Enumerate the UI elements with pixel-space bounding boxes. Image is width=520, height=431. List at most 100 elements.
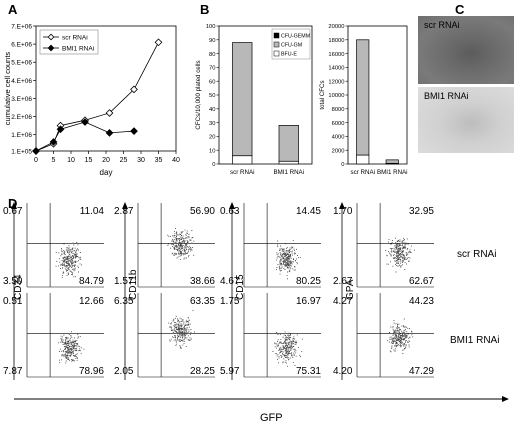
flow-plot: 0.63 14.45 4.67 80.25 (220, 203, 321, 288)
legend-swatch (273, 32, 280, 39)
quadrant-value-lr: 80.25 (296, 276, 321, 287)
event-dots (275, 239, 301, 280)
quadrant-value-lr: 75.31 (296, 366, 321, 377)
quadrant-value-ur: 14.45 (296, 206, 321, 217)
x-tick-label: 35 (155, 157, 163, 164)
arrow-head (502, 396, 509, 402)
y-tick-label: 14000 (328, 66, 344, 72)
quadrant-value-ul: 0.67 (3, 206, 23, 217)
quadrant-value-lr: 84.79 (79, 276, 104, 287)
quadrant-value-ul: 1.75 (220, 296, 240, 307)
legend-label: BMI1 RNAi (62, 46, 94, 53)
micrograph-label: BMI1 RNAi (424, 91, 469, 101)
legend-marker (47, 44, 55, 52)
marker-label-cd15: CD15 (235, 274, 246, 300)
y-tick-label: 70 (209, 66, 215, 72)
panel-label-d: D (8, 196, 18, 211)
x-tick-label: 30 (137, 157, 145, 164)
legend-swatch (273, 41, 280, 48)
flow-cytometry-grid: 0.67 11.04 3.50 84.79 2.87 56.90 1.57 38.66 0.63… (3, 202, 509, 402)
quadrant-value-lr: 78.96 (79, 366, 104, 377)
y-tick-label: 20000 (328, 24, 344, 30)
y-tick-label: 2000 (332, 148, 345, 154)
y-axis-title: total CFCs (319, 80, 326, 109)
y-tick-label: 7.E+06 (11, 24, 32, 31)
event-dots (387, 318, 414, 355)
x-tick-label: 25 (120, 157, 128, 164)
micrograph-bmi1-rnai: BMI1 RNAi (418, 87, 514, 153)
data-point (49, 138, 58, 146)
y-tick-label: 0 (341, 162, 344, 168)
legend-marker (47, 33, 55, 41)
x-axis-title: day (100, 168, 113, 177)
y-tick-label: 6.E+06 (11, 42, 32, 49)
flow-plot: 1.70 32.95 2.67 62.67 (333, 203, 434, 288)
data-point (130, 127, 138, 135)
quadrant-value-ur: 63.35 (190, 296, 215, 307)
series-line (35, 121, 135, 152)
x-tick-label: 40 (172, 157, 180, 164)
data-point (105, 109, 114, 117)
event-dots (58, 331, 85, 364)
bar-segment (232, 42, 253, 157)
quadrant-value-ll: 3.50 (3, 276, 23, 287)
y-tick-label: 3.E+06 (11, 96, 32, 103)
bar-segment (356, 154, 370, 165)
micrograph-scr-rnai: scr RNAi (418, 16, 514, 84)
quadrant-value-ll: 2.05 (114, 366, 134, 377)
quadrant-value-ur: 44.23 (409, 296, 434, 307)
data-point (56, 125, 65, 134)
y-tick-label: 1.E+06 (11, 132, 32, 139)
panel-label-a: A (8, 2, 18, 17)
x-tick-label: BMI1 RNAi (377, 169, 408, 176)
quadrant-value-ul: 2.87 (114, 206, 134, 217)
row-label-bmi1: BMI1 RNAi (450, 335, 500, 346)
quadrant-value-ur: 56.90 (190, 206, 215, 217)
legend-label: CFU-GM (281, 43, 302, 49)
y-tick-label: 1.E+05 (11, 149, 32, 156)
quadrant-value-ul: 0.63 (220, 206, 240, 217)
flow-plot: 0.67 11.04 3.50 84.79 (3, 203, 105, 288)
y-tick-label: 20 (209, 135, 215, 141)
quadrant-value-lr: 38.66 (190, 276, 215, 287)
marker-label-cd34: CD34 (13, 274, 24, 300)
bar-segment (356, 39, 370, 156)
quadrant-value-ul: 4.27 (333, 296, 353, 307)
bar-segment (278, 160, 299, 165)
micrograph-label: scr RNAi (424, 20, 460, 30)
y-tick-label: 100 (206, 24, 216, 30)
legend-label: scr RNAi (62, 35, 88, 42)
gfp-axis-label: GFP (260, 412, 283, 424)
quadrant-value-ll: 4.20 (333, 366, 353, 377)
series-line (35, 42, 159, 152)
x-tick-label: scr RNAi (230, 169, 254, 176)
y-tick-label: 6000 (332, 121, 345, 127)
legend-label: CFU-GEMM (281, 34, 310, 40)
x-tick-label: BMI1 RNAi (273, 169, 304, 176)
y-tick-label: 0 (212, 162, 215, 168)
quadrant-value-ur: 12.66 (79, 296, 104, 307)
y-tick-label: 30 (209, 121, 215, 127)
flow-plot: 0.51 12.66 7.87 78.96 (3, 293, 104, 378)
x-tick-label: 10 (67, 157, 75, 164)
total-cfc-bar-chart: 0 2000 4000 6000 8000 10000 12000 14000 16000 180… (319, 24, 408, 176)
bar-segment (385, 159, 399, 164)
y-tick-label: 90 (209, 38, 215, 44)
quadrant-value-ll: 7.87 (3, 366, 23, 377)
y-tick-label: 18000 (328, 38, 344, 44)
data-point (105, 129, 114, 137)
quadrant-value-ll: 5.97 (220, 366, 240, 377)
quadrant-value-lr: 28.25 (190, 366, 215, 377)
data-point (130, 85, 138, 94)
row-label-scr: scr RNAi (457, 249, 497, 260)
arrow-head (229, 202, 235, 209)
x-tick-label: scr RNAi (351, 169, 375, 176)
y-tick-label: 5.E+06 (11, 60, 32, 67)
y-tick-label: 4.E+06 (11, 78, 32, 85)
data-point (154, 38, 163, 47)
quadrant-value-ur: 11.04 (80, 206, 105, 217)
cfc-per-10000-bar-chart: 0 10 20 30 40 50 60 70 80 90 100 CFCs/10,000 plated… (195, 24, 313, 176)
flow-plot: 4.27 44.23 4.20 47.29 (333, 293, 434, 378)
x-tick-label: 5 (52, 157, 56, 164)
event-dots (55, 241, 83, 279)
